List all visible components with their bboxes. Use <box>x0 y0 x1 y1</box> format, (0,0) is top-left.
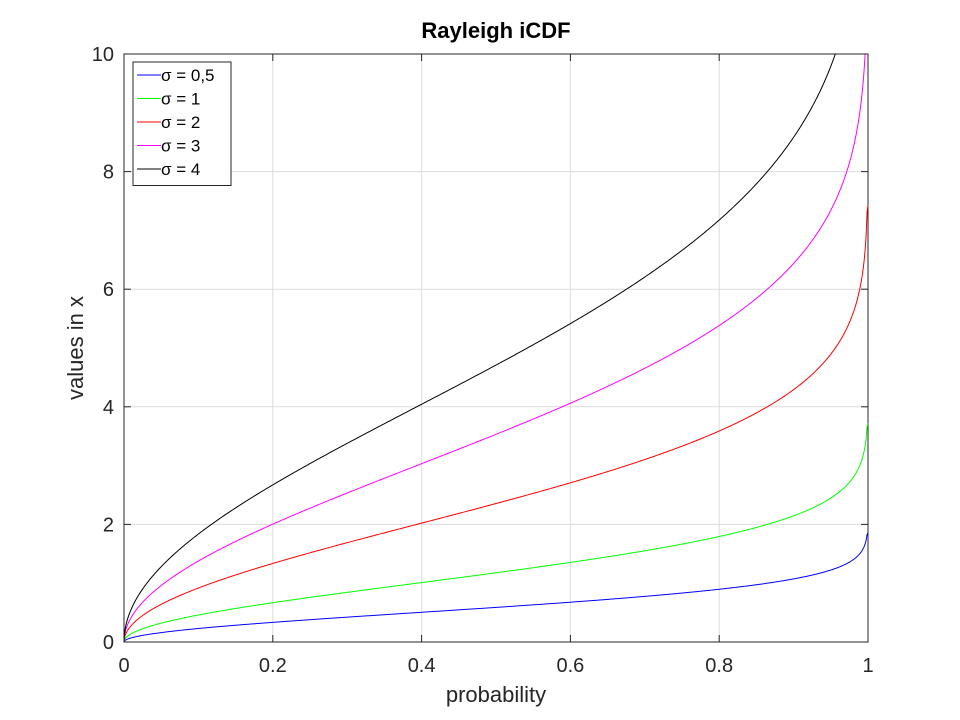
legend: σ = 0,5 σ = 1 σ = 2 σ = 3 σ = 4 <box>132 61 232 186</box>
y-tick-label: 0 <box>103 632 114 654</box>
series-line-3 <box>123 204 869 643</box>
y-tick-label: 6 <box>103 279 114 301</box>
legend-box <box>132 61 232 186</box>
x-tick-label: 1 <box>862 655 873 677</box>
legend-label-1: σ = 0,5 <box>161 66 215 85</box>
y-tick-label: 8 <box>103 162 114 184</box>
x-tick-label: 0 <box>118 655 129 677</box>
legend-label-5: σ = 4 <box>161 160 200 179</box>
y-tick-label: 4 <box>103 397 114 419</box>
x-tick-label: 0.6 <box>556 655 584 677</box>
y-tick-label: 10 <box>92 44 114 66</box>
y-axis-label: values in x <box>63 296 88 400</box>
x-tick-label: 0.4 <box>408 655 436 677</box>
x-tick-label: 0.8 <box>705 655 733 677</box>
series-line-5 <box>123 53 836 643</box>
y-tick-label: 2 <box>103 514 114 536</box>
chart-title: Rayleigh iCDF <box>421 18 570 43</box>
legend-label-4: σ = 3 <box>161 137 200 156</box>
plot-frame <box>123 53 869 643</box>
series-line-2 <box>123 423 869 643</box>
curves <box>123 53 869 643</box>
legend-label-3: σ = 2 <box>161 113 200 132</box>
x-axis-label: probability <box>446 682 546 707</box>
series-line-1 <box>123 532 869 643</box>
grid <box>123 53 869 643</box>
x-tick-label: 0.2 <box>259 655 287 677</box>
series-line-4 <box>123 53 866 643</box>
legend-label-2: σ = 1 <box>161 90 200 109</box>
